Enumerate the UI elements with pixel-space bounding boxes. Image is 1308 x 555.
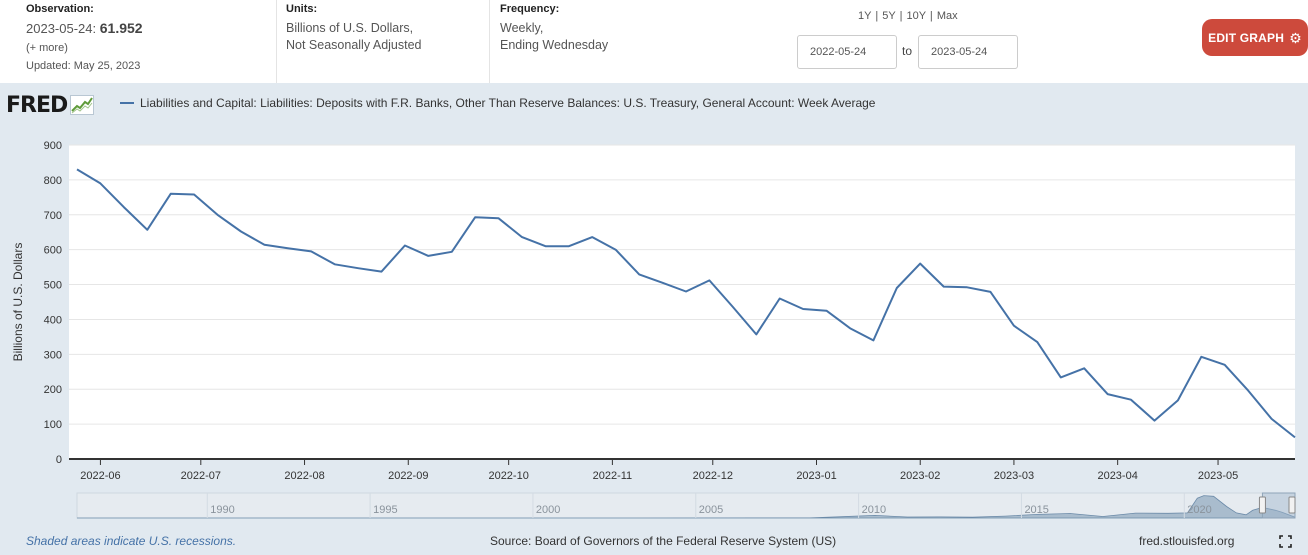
navigator-year-label: 2020 — [1187, 504, 1211, 516]
updated-date: Updated: May 25, 2023 — [26, 60, 141, 72]
legend-swatch — [120, 102, 134, 104]
gear-icon: ⚙ — [1289, 29, 1302, 46]
observation-value: 61.952 — [99, 20, 143, 36]
observation-label: Observation: — [26, 3, 94, 15]
fullscreen-icon[interactable] — [1279, 535, 1292, 548]
y-tick-label: 200 — [44, 384, 62, 396]
units-line-2: Not Seasonally Adjusted — [286, 38, 422, 52]
edit-graph-button[interactable]: EDIT GRAPH ⚙ — [1202, 19, 1308, 56]
fred-sparkline-icon — [70, 95, 95, 115]
edit-graph-label: EDIT GRAPH — [1208, 30, 1285, 45]
end-date-input[interactable] — [918, 35, 1018, 69]
navigator-right-handle[interactable] — [1288, 496, 1296, 514]
range-10y-link[interactable]: 10Y — [906, 10, 926, 22]
source-text: Source: Board of Governors of the Federa… — [490, 534, 837, 548]
navigator-year-label: 2015 — [1024, 504, 1048, 516]
navigator-left-handle[interactable] — [1258, 496, 1266, 514]
x-tick-label: 2022-08 — [284, 470, 324, 482]
x-tick-label: 2022-11 — [593, 470, 633, 482]
y-tick-label: 400 — [44, 314, 62, 326]
navigator-year-label: 1990 — [210, 504, 234, 516]
x-tick-label: 2022-09 — [388, 470, 428, 482]
range-max-link[interactable]: Max — [936, 10, 958, 22]
y-tick-label: 100 — [44, 419, 62, 431]
plot-area — [69, 145, 1295, 459]
y-tick-label: 600 — [44, 245, 62, 257]
start-date-input[interactable] — [797, 35, 897, 69]
y-axis-label: Billions of U.S. Dollars — [11, 243, 25, 362]
observation-section: Observation: 2023-05-24: 61.952 (+ more)… — [0, 0, 276, 83]
frequency-label: Frequency: — [500, 3, 560, 15]
navigator-year-label: 2000 — [536, 504, 560, 516]
x-tick-label: 2023-02 — [900, 470, 940, 482]
units-label: Units: — [286, 3, 318, 15]
y-tick-label: 700 — [44, 210, 62, 222]
site-link[interactable]: fred.stlouisfed.org — [1139, 534, 1235, 548]
fred-logo[interactable]: FRED — [6, 90, 95, 120]
x-tick-label: 2022-10 — [488, 470, 528, 482]
x-tick-label: 2023-04 — [1097, 470, 1137, 482]
date-to-label: to — [902, 44, 913, 58]
recession-note: Shaded areas indicate U.S. recessions. — [26, 534, 237, 548]
frequency-section: Frequency: Weekly, Ending Wednesday — [489, 0, 650, 83]
meta-header: Observation: 2023-05-24: 61.952 (+ more)… — [0, 0, 1308, 83]
more-observations-link[interactable]: (+ more) — [26, 42, 68, 54]
x-axis-ticks: 2022-06 2022-07 2022-08 2022-09 2022-10 2022-… — [80, 459, 1238, 482]
range-links: 1Y | 5Y | 10Y | Max — [858, 10, 958, 22]
fred-logo-text: FRED — [6, 92, 68, 118]
y-tick-label: 0 — [56, 454, 62, 466]
chart-legend: Liabilities and Capital: Liabilities: De… — [120, 96, 875, 110]
navigator-year-label: 2010 — [862, 504, 886, 516]
x-tick-label: 2023-03 — [994, 470, 1034, 482]
x-tick-label: 2022-06 — [80, 470, 120, 482]
range-navigator[interactable]: 1990 1995 2000 2005 2010 2015 2020 — [76, 492, 1296, 519]
units-line-1: Billions of U.S. Dollars, — [286, 21, 414, 35]
x-tick-label: 2023-01 — [796, 470, 836, 482]
y-tick-label: 500 — [44, 280, 62, 292]
graph-panel: FRED Liabilities and Capital: Liabilitie… — [0, 83, 1308, 555]
navigator-series-area — [77, 495, 1296, 519]
range-5y-link[interactable]: 5Y — [882, 10, 896, 22]
x-tick-label: 2022-12 — [693, 470, 733, 482]
x-tick-label: 2023-05 — [1198, 470, 1238, 482]
x-tick-label: 2022-07 — [181, 470, 221, 482]
observation-date: 2023-05-24: — [26, 21, 97, 36]
frequency-line-1: Weekly, — [500, 21, 544, 35]
observation-line: 2023-05-24: 61.952 — [26, 19, 276, 38]
y-tick-label: 800 — [44, 175, 62, 187]
gridlines — [69, 144, 1295, 425]
navigator-track — [76, 492, 1296, 519]
legend-series-name: Liabilities and Capital: Liabilities: De… — [140, 96, 876, 110]
navigator-year-labels: 1990 1995 2000 2005 2010 2015 2020 — [206, 493, 1212, 518]
series-line[interactable] — [76, 168, 1296, 439]
navigator-year-label: 2005 — [699, 504, 723, 516]
units-section: Units: Billions of U.S. Dollars, Not Sea… — [276, 0, 489, 83]
y-tick-label: 900 — [44, 140, 62, 152]
navigator-year-label: 1995 — [373, 504, 397, 516]
y-axis-ticks: 0 100 200 300 400 500 600 700 800 900 — [44, 140, 62, 466]
frequency-line-2: Ending Wednesday — [500, 38, 609, 52]
y-tick-label: 300 — [44, 349, 62, 361]
range-1y-link[interactable]: 1Y — [858, 10, 872, 22]
